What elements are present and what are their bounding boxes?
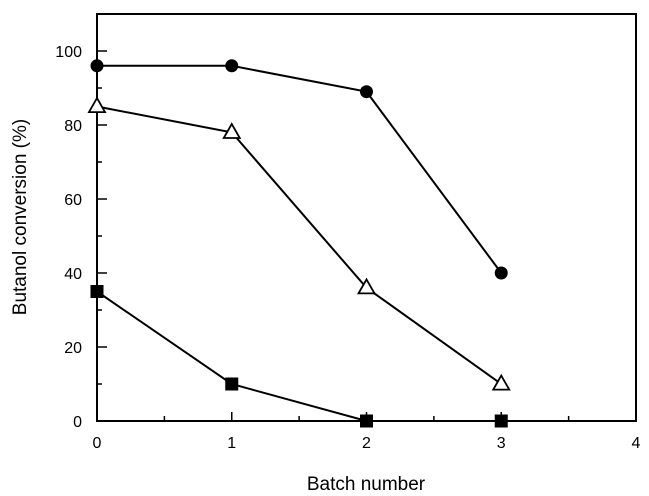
- series-3-line: [96, 290, 502, 422]
- y-axis-title: Butanol conversion (%): [10, 119, 31, 315]
- y-tick-label: 20: [64, 340, 82, 357]
- x-tick-label: 2: [362, 435, 371, 452]
- series-3-point: [225, 377, 239, 391]
- y-tick-label: 100: [55, 44, 82, 61]
- y-tick-label: 40: [64, 266, 82, 283]
- series-1-point: [494, 266, 508, 280]
- series-1-point: [360, 85, 373, 99]
- series-2-point: [356, 277, 377, 295]
- y-axis: 0 20 40 60 80 100: [55, 44, 107, 431]
- series-1-line: [97, 64, 503, 274]
- plot-frame: [96, 13, 637, 422]
- x-tick-label: 4: [632, 435, 641, 452]
- series-1-point: [90, 59, 104, 73]
- series-3-point: [90, 285, 104, 298]
- x-tick-label: 3: [497, 435, 506, 452]
- y-tick-label: 80: [64, 118, 82, 135]
- series-3-point: [494, 414, 508, 428]
- y-tick-label: 60: [64, 192, 82, 209]
- series-2-point: [222, 122, 242, 139]
- series-2-line: [96, 105, 502, 385]
- x-axis-title: Batch number: [307, 474, 426, 495]
- series-2-point: [491, 373, 511, 391]
- x-tick-label: 1: [227, 435, 236, 452]
- y-tick-label: 0: [73, 414, 82, 431]
- x-tick-label: 0: [93, 435, 102, 452]
- series-1-point: [225, 59, 239, 73]
- series-layer: [87, 59, 511, 428]
- series-2-point: [87, 96, 107, 113]
- series-3-point: [360, 414, 373, 428]
